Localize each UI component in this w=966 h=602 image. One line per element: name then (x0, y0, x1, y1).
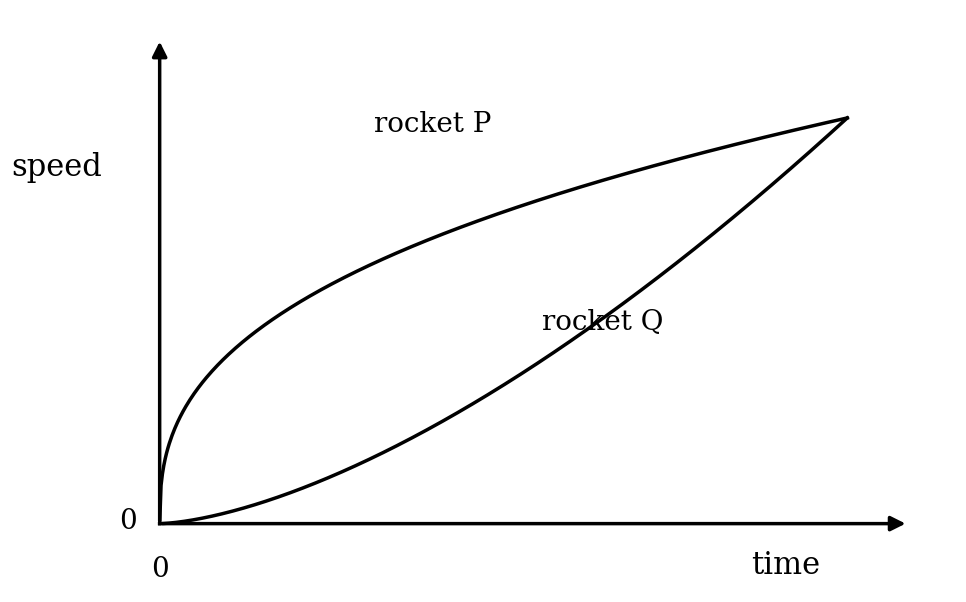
Text: rocket P: rocket P (374, 111, 491, 138)
Text: rocket Q: rocket Q (542, 309, 663, 336)
Text: speed: speed (12, 152, 101, 183)
Text: time: time (752, 550, 821, 581)
Text: 0: 0 (119, 507, 137, 535)
Text: 0: 0 (151, 556, 168, 583)
